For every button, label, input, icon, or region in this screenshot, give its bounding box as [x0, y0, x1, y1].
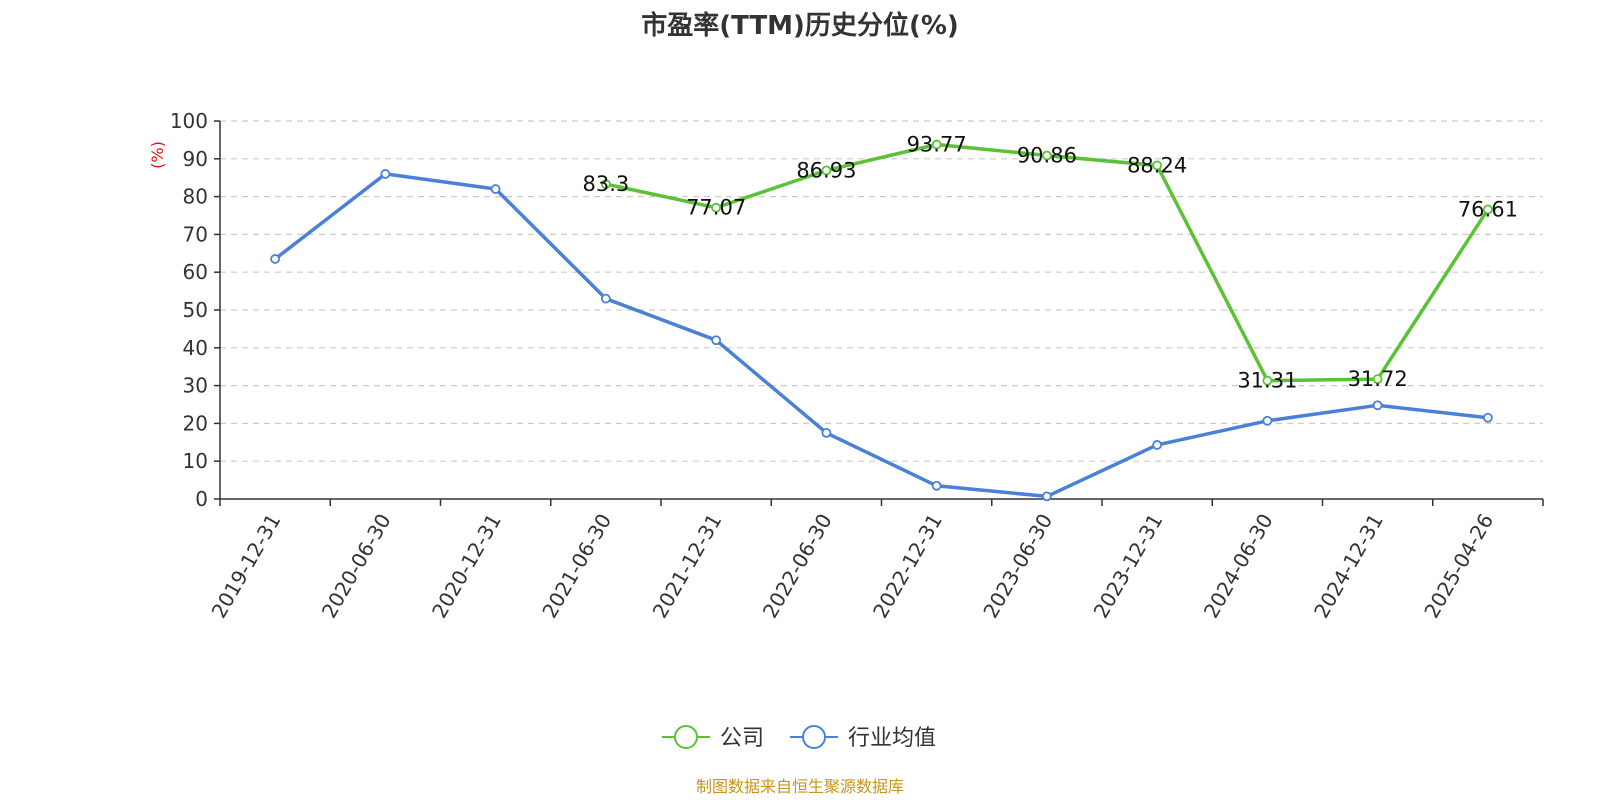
data-label: 76.61	[1458, 197, 1518, 221]
x-tick-label: 2020-12-31	[427, 510, 506, 623]
x-tick-label: 2021-06-30	[537, 510, 616, 623]
y-tick-label: 20	[183, 411, 208, 435]
y-tick-label: 50	[183, 298, 208, 322]
data-point	[1372, 400, 1383, 411]
source-note: 制图数据来自恒生聚源数据库	[696, 777, 904, 796]
data-point	[1372, 374, 1383, 384]
legend-label: 公司	[720, 726, 764, 751]
y-tick-label: 70	[183, 222, 208, 246]
x-tick-label: 2020-06-30	[317, 510, 396, 623]
data-point	[1041, 150, 1052, 161]
data-label: 31.72	[1348, 367, 1408, 391]
data-label: 90.86	[1017, 144, 1077, 168]
series-layer: 83.3 77.07 86.93 93.77 90.86 88.24 31.31 31.72 7…	[270, 133, 1518, 502]
data-point	[931, 139, 942, 150]
legend-item-company: 公司	[662, 725, 764, 751]
series-industry-average	[270, 169, 1493, 502]
y-tick-label: 10	[183, 449, 208, 473]
data-label: 88.24	[1127, 153, 1187, 177]
data-point	[270, 254, 281, 264]
data-point	[821, 427, 832, 438]
x-tick-label: 2024-12-31	[1309, 510, 1388, 623]
y-axis-ticks: 0 10 20 30 40 50 60 70 80 90 100	[170, 109, 220, 511]
x-tick-label: 2025-04-26	[1419, 510, 1498, 623]
data-point	[1152, 440, 1163, 450]
x-tick-label: 2023-12-31	[1089, 510, 1168, 623]
y-tick-label: 30	[183, 374, 208, 398]
data-point	[1262, 415, 1273, 426]
data-point	[1041, 491, 1052, 502]
x-tick-label: 2024-06-30	[1199, 510, 1278, 623]
x-tick-label: 2022-06-30	[758, 510, 837, 623]
y-axis-unit-label: (%)	[148, 141, 167, 169]
x-tick-label: 2022-12-31	[868, 510, 947, 623]
data-point	[1482, 412, 1493, 423]
y-tick-label: 0	[195, 487, 208, 511]
data-point	[931, 480, 942, 491]
data-point	[380, 169, 391, 179]
legend-marker	[802, 725, 826, 749]
data-point	[711, 202, 722, 213]
legend: 公司 行业均值	[662, 725, 936, 751]
data-point	[600, 179, 611, 190]
y-tick-label: 80	[183, 185, 208, 209]
data-label: 93.77	[907, 133, 967, 157]
data-label: 77.07	[686, 196, 746, 220]
chart-title: 市盈率(TTM)历史分位(%)	[641, 10, 959, 41]
data-label: 83.3	[582, 172, 629, 196]
x-tick-label: 2019-12-31	[207, 510, 286, 623]
data-point	[711, 335, 722, 346]
x-axis-ticks: 2019-12-31 2020-06-30 2020-12-31 2021-06-30…	[207, 499, 1544, 623]
data-point	[1262, 375, 1273, 386]
x-tick-label: 2021-12-31	[648, 510, 727, 623]
legend-label: 行业均值	[848, 726, 936, 751]
series-line	[274, 172, 1489, 499]
x-tick-label: 2023-06-30	[978, 510, 1057, 623]
y-tick-label: 90	[183, 147, 208, 171]
y-tick-label: 40	[183, 336, 208, 360]
data-point	[1152, 160, 1163, 171]
data-point	[490, 184, 501, 194]
series-line	[605, 142, 1490, 383]
data-label: 31.31	[1237, 369, 1297, 393]
y-tick-label: 60	[183, 260, 208, 284]
legend-marker	[674, 725, 698, 749]
data-label: 86.93	[796, 158, 856, 182]
data-point	[600, 293, 611, 304]
data-point	[821, 165, 832, 176]
y-tick-label: 100	[170, 109, 208, 133]
legend-item-industry-average: 行业均值	[790, 725, 936, 751]
data-point	[1482, 204, 1493, 215]
series-company: 83.3 77.07 86.93 93.77 90.86 88.24 31.31 31.72 7…	[582, 133, 1517, 393]
